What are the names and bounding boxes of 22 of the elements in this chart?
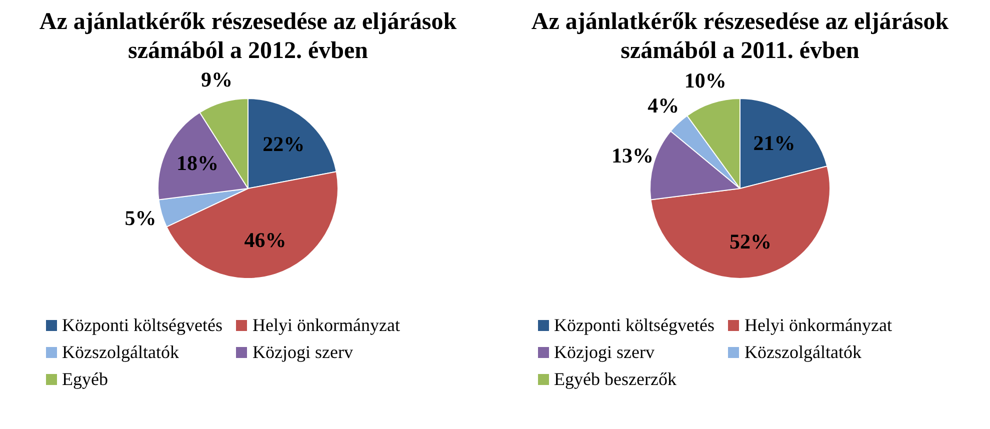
data-label: 46%: [244, 228, 286, 252]
chart-title: Az ajánlatkérők részesedése az eljárások számából a 2012. évben: [38, 8, 458, 66]
chart-title: Az ajánlatkérők részesedése az eljárások számából a 2011. évben: [530, 8, 950, 66]
legend-label: Közjogi szerv: [554, 342, 654, 363]
legend-label: Helyi önkormányzat: [744, 315, 892, 336]
data-label: 52%: [729, 230, 772, 254]
legend-label: Közszolgáltatók: [744, 342, 862, 363]
legend-label: Központi költségvetés: [62, 315, 222, 336]
data-label: 18%: [176, 151, 219, 176]
legend-label: Közszolgáltatók: [62, 342, 179, 363]
legend-label: Egyéb: [62, 369, 108, 390]
data-label: 4%: [648, 93, 680, 118]
data-label: 9%: [201, 67, 233, 92]
data-label: 13%: [611, 144, 654, 168]
data-label: 22%: [262, 132, 305, 156]
data-label: 10%: [684, 68, 726, 92]
legend-label: Helyi önkormányzat: [252, 315, 400, 336]
legend-label: Központi költségvetés: [554, 315, 714, 336]
data-label: 5%: [124, 206, 156, 230]
legend-label: Közjogi szerv: [252, 342, 353, 363]
legend-label: Egyéb beszerzők: [554, 369, 676, 390]
data-label: 21%: [753, 130, 796, 155]
